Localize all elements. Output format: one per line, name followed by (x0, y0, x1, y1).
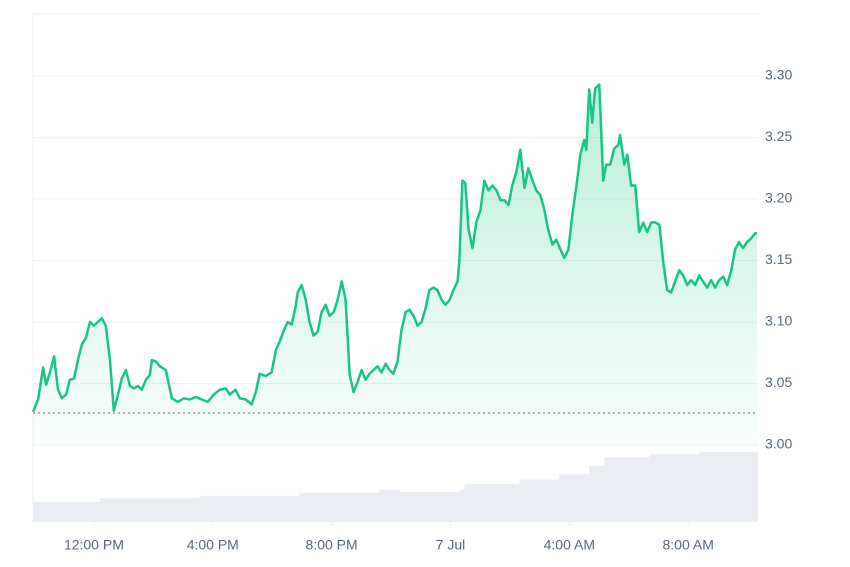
x-tick-label: 7 Jul (436, 537, 466, 553)
volume-area (33, 451, 758, 522)
y-tick-label: 3.00 (765, 436, 792, 452)
x-tick-label: 4:00 AM (544, 537, 595, 553)
y-tick-label: 3.30 (765, 67, 792, 83)
price-line (31, 83, 758, 413)
y-tick-label: 3.10 (765, 313, 792, 329)
x-tick-label: 8:00 PM (306, 537, 358, 553)
y-tick-label: 3.05 (765, 374, 792, 390)
x-tick-label: 8:00 AM (662, 537, 713, 553)
y-tick-label: 3.25 (765, 128, 792, 144)
x-tick-label: 12:00 PM (64, 537, 124, 553)
y-tick-label: 3.20 (765, 190, 792, 206)
x-tick-label: 4:00 PM (187, 537, 239, 553)
y-tick-label: 3.15 (765, 251, 792, 267)
price-area (33, 84, 758, 445)
